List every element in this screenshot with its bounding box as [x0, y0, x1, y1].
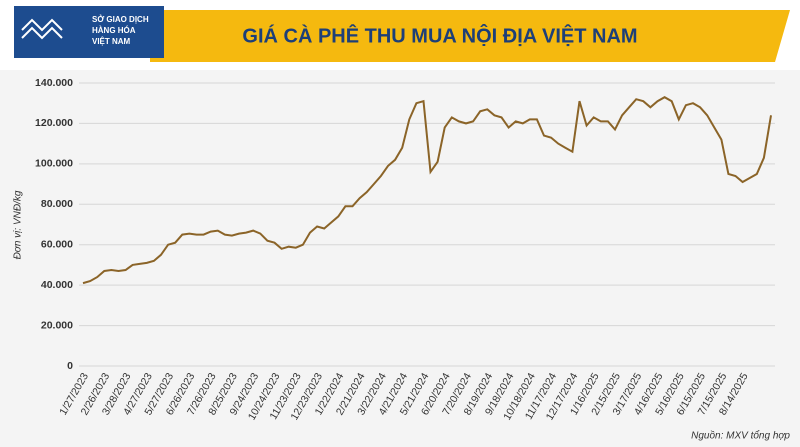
logo-text: VIỆT NAM	[92, 37, 131, 46]
logo-icon	[21, 18, 63, 40]
y-tick-label: 60.000	[41, 238, 73, 250]
chart-title: GIÁ CÀ PHÊ THU MUA NỘI ĐỊA VIỆT NAM	[242, 23, 637, 47]
line-series	[82, 96, 772, 285]
y-axis-label: Đơn vị: VNĐ/kg	[13, 190, 24, 259]
y-tick-label: 20.000	[41, 319, 73, 331]
logo	[14, 6, 164, 58]
y-tick-label: 40.000	[41, 279, 73, 291]
y-tick-label: 120.000	[35, 117, 73, 129]
y-tick-label: 0	[67, 360, 73, 372]
y-tick-label: 100.000	[35, 158, 73, 170]
logo-text: SỞ GIAO DỊCH	[92, 15, 149, 24]
title-banner	[150, 10, 790, 62]
y-tick-label: 140.000	[35, 77, 73, 89]
y-tick-label: 80.000	[41, 198, 73, 210]
logo-text: HÀNG HÓA	[92, 26, 136, 35]
source: Nguồn: MXV tổng hợp	[691, 430, 790, 442]
